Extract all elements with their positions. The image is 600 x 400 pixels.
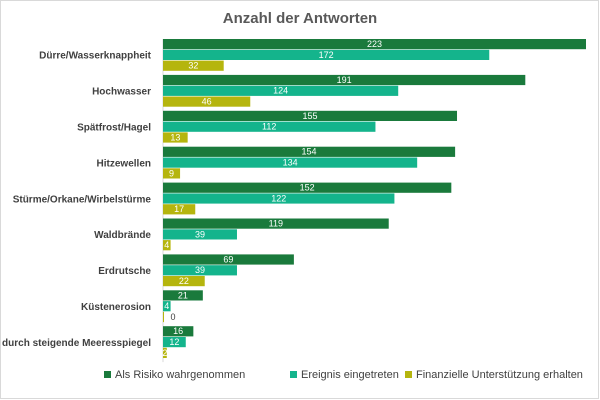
bar-3 (163, 132, 188, 143)
bar-2 (163, 301, 171, 312)
bar-1 (163, 182, 452, 193)
bar-2 (163, 337, 186, 348)
data-label: 46 (202, 97, 212, 107)
bar-1 (163, 326, 194, 337)
bar-3 (163, 311, 164, 323)
data-label: 17 (174, 204, 184, 214)
data-label: 22 (179, 276, 189, 286)
legend-entry: Als Risiko wahrgenommen (115, 369, 245, 381)
category-label: Waldbrände (94, 230, 151, 241)
data-label: 4 (164, 301, 169, 311)
data-label: 9 (169, 168, 174, 178)
bar-2 (163, 121, 376, 132)
bar-3 (163, 96, 251, 107)
data-label: 13 (170, 132, 180, 142)
bar-1 (163, 254, 294, 265)
category-label: Spätfrost/Hagel (77, 123, 151, 134)
data-label: 2 (162, 348, 167, 358)
data-label: 21 (178, 290, 188, 300)
category-label: Dürre/Wasserknappheit (39, 51, 152, 62)
legend-swatch (405, 371, 412, 378)
data-label: 32 (188, 61, 198, 71)
data-label: 134 (283, 158, 298, 168)
bar-2 (163, 85, 399, 96)
bar-1 (163, 146, 456, 157)
data-label: 155 (302, 111, 317, 121)
data-label: 0 (170, 312, 175, 322)
data-label: 223 (367, 39, 382, 49)
bar-2 (163, 49, 490, 60)
category-label: Überflutung durch steigende Meeresspiege… (0, 336, 151, 349)
legend-entry: Finanzielle Unterstützung erhalten (416, 369, 583, 381)
category-label: Erdrutsche (98, 266, 151, 277)
data-label: 16 (173, 326, 183, 336)
bar-1 (163, 74, 526, 86)
bar-3 (163, 240, 171, 251)
bar-3 (163, 347, 167, 358)
bar-1 (163, 290, 203, 301)
legend-swatch (290, 371, 297, 378)
legend-swatch (104, 371, 111, 378)
data-label: 39 (195, 229, 205, 239)
data-label: 154 (302, 147, 317, 157)
bar-2 (163, 265, 237, 276)
category-label: Stürme/Orkane/Wirbelstürme (13, 194, 152, 205)
category-label: Hitzewellen (97, 158, 151, 169)
bar-2 (163, 193, 395, 204)
data-label: 152 (300, 183, 315, 193)
category-label: Küstenerosion (81, 302, 151, 313)
data-label: 39 (195, 265, 205, 275)
data-label: 69 (223, 254, 233, 264)
data-label: 172 (319, 50, 334, 60)
data-label: 4 (164, 240, 169, 250)
bar-3 (163, 168, 181, 179)
bar-1 (163, 39, 586, 50)
bar-2 (163, 157, 418, 168)
data-label: 12 (169, 337, 179, 347)
data-label: 122 (271, 193, 286, 203)
data-label: 191 (337, 75, 352, 85)
bar-1 (163, 110, 458, 121)
bar-3 (163, 204, 196, 215)
bar-3 (163, 60, 224, 71)
data-label: 119 (269, 219, 283, 229)
category-label: Hochwasser (92, 87, 151, 98)
chart-title: Anzahl der Antworten (222, 10, 378, 27)
bar-2 (163, 229, 237, 240)
bar-1 (163, 218, 389, 229)
legend-entry: Ereignis eingetreten (301, 369, 399, 381)
bar-3 (163, 276, 205, 287)
data-label: 112 (262, 122, 276, 132)
data-label: 124 (273, 86, 288, 96)
